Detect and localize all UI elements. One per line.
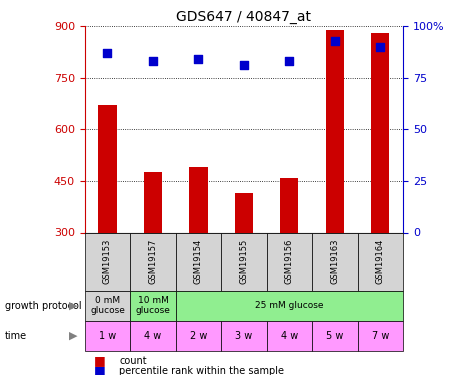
Text: GSM19154: GSM19154	[194, 239, 203, 284]
Point	[286, 58, 293, 64]
Point	[240, 62, 248, 68]
Bar	[85, 232, 130, 291]
Text: growth protocol: growth protocol	[5, 301, 81, 310]
Text: GSM19155: GSM19155	[240, 239, 248, 284]
Text: 0 mM
glucose: 0 mM glucose	[90, 296, 125, 315]
Bar	[235, 193, 253, 232]
Point	[195, 56, 202, 62]
Bar	[267, 232, 312, 291]
Text: GSM19157: GSM19157	[148, 239, 158, 284]
Bar	[326, 30, 344, 232]
Text: 10 mM
glucose: 10 mM glucose	[136, 296, 170, 315]
Bar	[221, 321, 267, 351]
Text: 25 mM glucose: 25 mM glucose	[255, 301, 324, 310]
Text: percentile rank within the sample: percentile rank within the sample	[119, 366, 284, 375]
Point	[376, 44, 384, 50]
Bar	[98, 105, 116, 232]
Text: 4 w: 4 w	[281, 331, 298, 340]
Bar	[267, 321, 312, 351]
Bar	[144, 172, 162, 232]
Text: ▶: ▶	[69, 331, 77, 340]
Bar	[312, 232, 358, 291]
Title: GDS647 / 40847_at: GDS647 / 40847_at	[176, 10, 311, 24]
Text: 7 w: 7 w	[371, 331, 389, 340]
Text: 3 w: 3 w	[235, 331, 252, 340]
Bar	[176, 232, 221, 291]
Bar	[85, 291, 130, 321]
Bar	[189, 167, 207, 232]
Text: 5 w: 5 w	[326, 331, 344, 340]
Text: ■: ■	[94, 354, 106, 367]
Text: time: time	[5, 331, 27, 340]
Bar	[176, 291, 403, 321]
Text: GSM19156: GSM19156	[285, 239, 294, 284]
Bar	[130, 232, 176, 291]
Point	[149, 58, 157, 64]
Bar	[221, 232, 267, 291]
Bar	[85, 321, 130, 351]
Bar	[130, 291, 176, 321]
Text: ▶: ▶	[69, 301, 77, 310]
Text: GSM19164: GSM19164	[376, 239, 385, 284]
Point	[331, 38, 338, 44]
Bar	[130, 321, 176, 351]
Text: ■: ■	[94, 364, 106, 375]
Bar	[358, 321, 403, 351]
Text: GSM19163: GSM19163	[330, 239, 339, 284]
Text: count: count	[119, 356, 147, 366]
Point	[104, 50, 111, 56]
Text: 4 w: 4 w	[144, 331, 162, 340]
Text: 1 w: 1 w	[99, 331, 116, 340]
Bar	[280, 177, 299, 232]
Text: GSM19153: GSM19153	[103, 239, 112, 284]
Bar	[312, 321, 358, 351]
Text: 2 w: 2 w	[190, 331, 207, 340]
Bar	[358, 232, 403, 291]
Bar	[371, 33, 389, 232]
Bar	[176, 321, 221, 351]
